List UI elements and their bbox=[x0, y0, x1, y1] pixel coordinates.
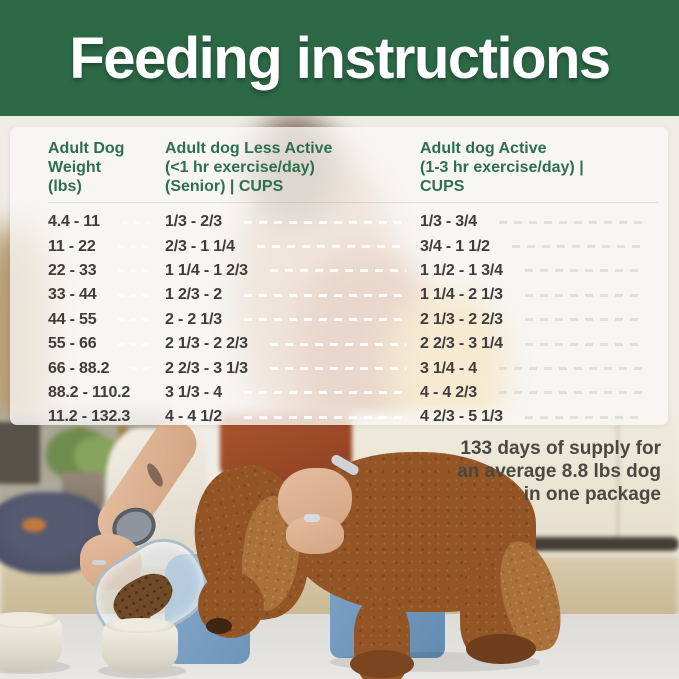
less-active-value: 2 - 2 1/3 bbox=[165, 310, 222, 328]
picture-frame bbox=[0, 422, 40, 484]
dog-nose bbox=[206, 618, 232, 634]
table-row: 88.2 - 110.2 3 1/3 - 4 4 - 4 2/3 bbox=[48, 381, 658, 405]
active-value: 1 1/4 - 2 1/3 bbox=[420, 286, 503, 304]
weight-value: 88.2 - 110.2 bbox=[48, 383, 131, 401]
dashed-leader bbox=[243, 220, 406, 224]
table-row: 66 - 88.2 2 2/3 - 3 1/3 3 1/4 - 4 bbox=[48, 356, 658, 380]
less-active-value: 1 2/3 - 2 bbox=[165, 286, 222, 304]
dashed-leader bbox=[269, 342, 406, 346]
weight-value: 4.4 - 11 bbox=[48, 213, 100, 231]
dashed-leader bbox=[256, 245, 406, 249]
less-active-value: 2 2/3 - 3 1/3 bbox=[165, 359, 248, 377]
less-active-value: 1/3 - 2/3 bbox=[165, 213, 222, 231]
supply-note: 133 days of supply for an average 8.8 lb… bbox=[457, 437, 661, 506]
table-row: 4.4 - 11 1/3 - 2/3 1/3 - 3/4 bbox=[48, 210, 658, 234]
dashed-leader bbox=[498, 367, 644, 371]
petting-fingers bbox=[286, 516, 344, 554]
less-active-value: 1 1/4 - 1 2/3 bbox=[165, 261, 248, 279]
column-header-weight: Adult Dog Weight (lbs) bbox=[48, 140, 125, 195]
active-value: 2 1/3 - 2 2/3 bbox=[420, 310, 503, 328]
less-active-value: 3 1/3 - 4 bbox=[165, 383, 222, 401]
column-header-less-active: Adult dog Less Active (<1 hr exercise/da… bbox=[165, 140, 333, 195]
dashed-leader bbox=[243, 391, 406, 395]
weight-value: 44 - 55 bbox=[48, 310, 97, 328]
table-row: 33 - 44 1 2/3 - 2 1 1/4 - 2 1/3 bbox=[48, 283, 658, 307]
dog-toy bbox=[22, 518, 46, 532]
table-row: 11 - 22 2/3 - 1 1/4 3/4 - 1 1/2 bbox=[48, 234, 658, 258]
page-title: Feeding instructions bbox=[69, 25, 611, 91]
dashed-leader bbox=[524, 342, 644, 346]
petting-hand-ring bbox=[304, 514, 320, 522]
active-value: 3 1/4 - 4 bbox=[420, 359, 477, 377]
weight-value: 55 - 66 bbox=[48, 335, 97, 353]
kibble-stream bbox=[138, 608, 146, 616]
dashed-leader bbox=[498, 220, 644, 224]
title-banner: Feeding instructions bbox=[0, 0, 679, 119]
weight-value: 33 - 44 bbox=[48, 286, 97, 304]
active-value: 1 1/2 - 1 3/4 bbox=[420, 261, 503, 279]
active-value: 2 2/3 - 3 1/4 bbox=[420, 335, 503, 353]
table-header-row: Adult Dog Weight (lbs) Adult dog Less Ac… bbox=[48, 139, 658, 203]
dashed-leader bbox=[524, 318, 644, 322]
dashed-leader bbox=[524, 293, 644, 297]
dashed-leader bbox=[524, 415, 644, 419]
column-header-active: Adult dog Active (1-3 hr exercise/day) |… bbox=[420, 140, 584, 195]
dashed-leader bbox=[243, 318, 406, 322]
couch-seam bbox=[616, 416, 620, 546]
dashed-leader bbox=[243, 293, 406, 297]
table-row: 44 - 55 2 - 2 1/3 2 1/3 - 2 2/3 bbox=[48, 308, 658, 332]
table-row: 55 - 66 2 1/3 - 2 2/3 2 2/3 - 3 1/4 bbox=[48, 332, 658, 356]
dog-hind-paw bbox=[466, 634, 536, 664]
dog-front-paw bbox=[350, 650, 414, 678]
feeding-table-panel: Adult Dog Weight (lbs) Adult dog Less Ac… bbox=[10, 127, 668, 425]
dashed-leader bbox=[524, 269, 644, 273]
bowl-main-rim bbox=[106, 618, 174, 633]
dashed-leader bbox=[243, 415, 406, 419]
dashed-leader bbox=[269, 269, 406, 273]
active-value: 3/4 - 1 1/2 bbox=[420, 237, 490, 255]
dashed-leader bbox=[498, 391, 644, 395]
supply-note-line: an average 8.8 lbs dog bbox=[457, 461, 661, 482]
dashed-leader bbox=[511, 245, 644, 249]
table-body: 4.4 - 11 1/3 - 2/3 1/3 - 3/4 11 - 22 2/3… bbox=[48, 210, 658, 430]
dashed-leader bbox=[269, 367, 406, 371]
weight-value: 11.2 - 132.3 bbox=[48, 408, 131, 426]
bowl-left-rim bbox=[0, 612, 58, 628]
table-row: 22 - 33 1 1/4 - 1 2/3 1 1/2 - 1 3/4 bbox=[48, 259, 658, 283]
supply-note-line: 133 days of supply for bbox=[460, 438, 661, 459]
active-value: 1/3 - 3/4 bbox=[420, 213, 477, 231]
table-row: 11.2 - 132.3 4 - 4 1/2 4 2/3 - 5 1/3 bbox=[48, 405, 658, 429]
hand-ring bbox=[92, 560, 106, 565]
less-active-value: 2 1/3 - 2 2/3 bbox=[165, 335, 248, 353]
active-value: 4 2/3 - 5 1/3 bbox=[420, 408, 503, 426]
weight-value: 11 - 22 bbox=[48, 237, 96, 255]
less-active-value: 4 - 4 1/2 bbox=[165, 408, 222, 426]
weight-value: 66 - 88.2 bbox=[48, 359, 110, 377]
weight-value: 22 - 33 bbox=[48, 261, 97, 279]
active-value: 4 - 4 2/3 bbox=[420, 383, 477, 401]
less-active-value: 2/3 - 1 1/4 bbox=[165, 237, 235, 255]
supply-note-line: in one package bbox=[523, 484, 661, 505]
